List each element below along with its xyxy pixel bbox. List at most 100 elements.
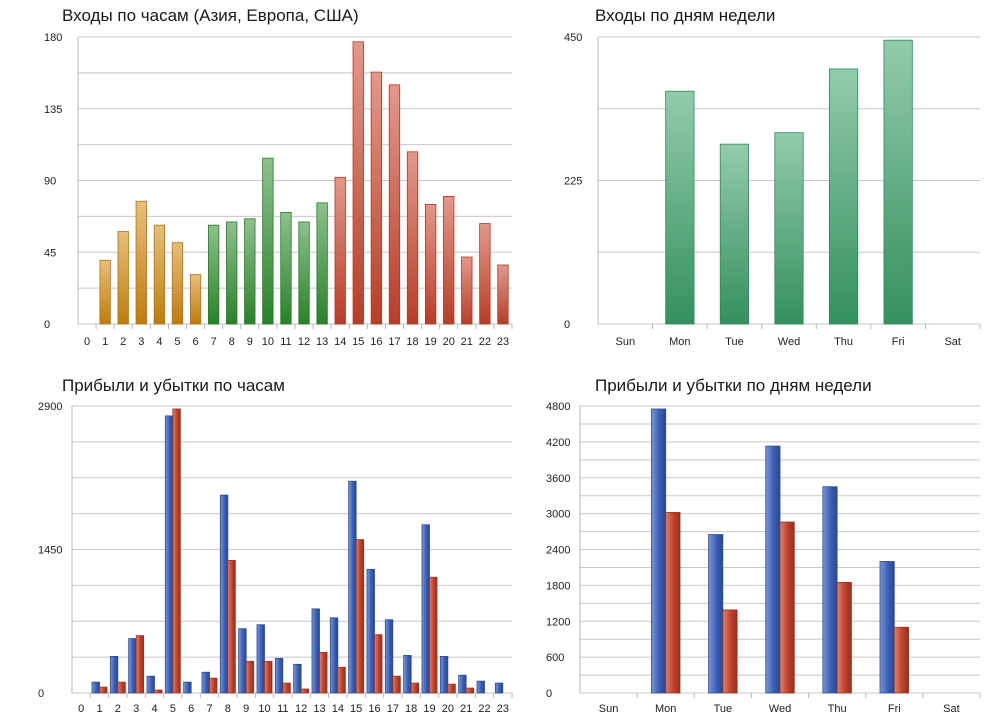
loss-bar — [374, 634, 383, 694]
x-tick-label: 6 — [192, 336, 198, 348]
x-tick-label: 23 — [497, 703, 509, 715]
profit-bar — [256, 624, 265, 694]
x-tick-label: Wed — [778, 336, 800, 348]
x-tick-label: 16 — [370, 336, 382, 348]
x-tick-label: 9 — [243, 703, 249, 715]
entries-bar — [334, 176, 346, 325]
chart-title: Прибыли и убытки по часам — [62, 376, 285, 395]
y-tick-label: 4800 — [546, 401, 570, 413]
y-tick-label: 1800 — [546, 580, 570, 592]
y-tick-label: 1450 — [38, 545, 62, 557]
chart-title: Прибыли и убытки по дням недели — [595, 376, 872, 395]
y-tick-label: 0 — [44, 319, 50, 331]
x-tick-label: Thu — [834, 336, 853, 348]
x-tick-label: Sun — [599, 703, 619, 715]
x-tick-label: 3 — [133, 703, 139, 715]
entries-bar — [883, 39, 913, 325]
y-tick-label: 135 — [44, 104, 62, 116]
profit-bar — [201, 671, 210, 694]
y-tick-label: 2400 — [546, 545, 570, 557]
entries-bar — [479, 223, 491, 325]
profit-bar — [822, 486, 838, 694]
entries-bar — [244, 218, 256, 325]
entries-bar — [171, 242, 184, 325]
x-tick-label: 2 — [120, 336, 126, 348]
x-tick-label: 1 — [102, 336, 108, 348]
loss-bar — [209, 677, 218, 694]
profit-bar — [458, 674, 467, 694]
x-tick-label: 6 — [188, 703, 194, 715]
profit-bar — [164, 415, 174, 694]
x-tick-label: 5 — [174, 336, 180, 348]
loss-bar — [282, 682, 291, 694]
x-tick-label: 15 — [350, 703, 362, 715]
loss-bar — [135, 635, 145, 694]
x-tick-label: 5 — [170, 703, 176, 715]
loss-bar — [355, 539, 365, 694]
y-tick-label: 3000 — [546, 509, 570, 521]
loss-bar — [300, 688, 310, 694]
profit-bar — [708, 534, 724, 694]
entries-bar — [828, 68, 859, 325]
profit-bar — [348, 480, 357, 694]
x-tick-label: 8 — [229, 336, 235, 348]
x-tick-label: 21 — [460, 703, 472, 715]
x-tick-label: Tue — [725, 336, 744, 348]
x-tick-label: 3 — [138, 336, 144, 348]
x-tick-label: 12 — [295, 703, 307, 715]
x-tick-label: 17 — [387, 703, 399, 715]
profit-bar — [439, 655, 449, 694]
x-tick-label: 10 — [258, 703, 270, 715]
x-tick-label: 13 — [313, 703, 325, 715]
chart-title: Входы по часам (Азия, Европа, США) — [62, 6, 359, 25]
x-tick-label: 18 — [406, 336, 418, 348]
profit-bar — [476, 680, 485, 694]
y-tick-label: 45 — [44, 247, 56, 259]
entries-bar — [316, 202, 328, 325]
x-tick-label: 11 — [280, 336, 291, 348]
x-tick-label: 7 — [211, 336, 217, 348]
profit-bar — [366, 568, 375, 694]
entries-bar — [774, 132, 804, 325]
loss-bar — [779, 521, 795, 694]
entries-bar — [189, 274, 202, 325]
y-tick-label: 0 — [38, 688, 44, 700]
entries-bar — [388, 84, 401, 325]
entries-bar — [117, 231, 129, 325]
x-tick-label: 8 — [225, 703, 231, 715]
y-tick-label: 180 — [44, 32, 62, 44]
x-tick-label: 15 — [352, 336, 364, 348]
x-tick-label: 20 — [442, 703, 454, 715]
entries-bar — [370, 71, 383, 325]
x-tick-label: 9 — [247, 336, 253, 348]
x-tick-label: 14 — [332, 703, 344, 715]
chart-hourly-entries: Входы по часам (Азия, Европа, США) 0 45 90… — [0, 0, 520, 360]
chart-weekday-entries: Входы по дням недели 0 225 450 Sun Mon Tue Wed… — [520, 0, 985, 360]
x-tick-label: Thu — [828, 703, 847, 715]
loss-bar — [264, 660, 273, 694]
profit-bar — [109, 655, 119, 694]
x-tick-label: 10 — [262, 336, 274, 348]
loss-bar — [836, 581, 852, 694]
y-tick-label: 1200 — [546, 616, 570, 628]
entries-bar — [207, 224, 220, 325]
profit-bar — [91, 681, 100, 694]
profit-bar — [219, 494, 229, 694]
entries-bar — [719, 143, 750, 325]
y-tick-label: 450 — [564, 32, 582, 44]
loss-bar — [410, 682, 420, 694]
x-tick-label: 0 — [78, 703, 84, 715]
loss-bar — [319, 652, 328, 694]
profit-bar — [879, 561, 895, 694]
x-tick-label: 19 — [425, 336, 437, 348]
x-tick-label: 22 — [478, 703, 490, 715]
profit-bar — [183, 681, 192, 694]
profit-bar — [311, 608, 320, 694]
profit-bar — [403, 654, 412, 694]
x-tick-label: 18 — [405, 703, 417, 715]
x-tick-label: 12 — [298, 336, 310, 348]
x-tick-label: 13 — [316, 336, 328, 348]
y-tick-label: 3600 — [546, 473, 570, 485]
loss-bar — [665, 512, 681, 694]
